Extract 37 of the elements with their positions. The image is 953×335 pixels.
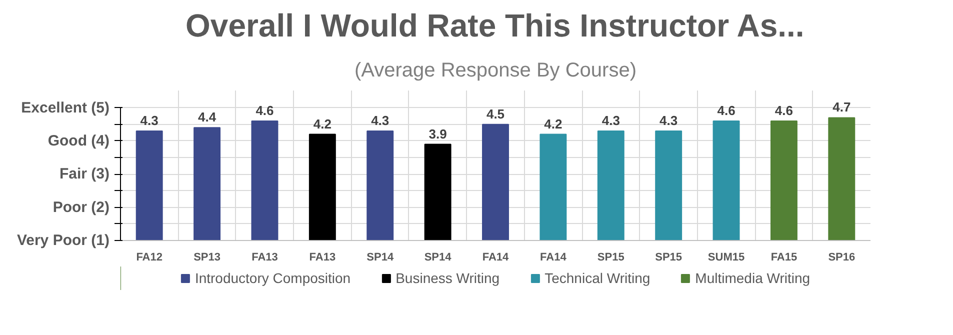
legend-label: Introductory Composition <box>194 270 351 286</box>
y-tick-label: Poor (2) <box>52 198 110 216</box>
data-label: 4.6 <box>717 103 736 118</box>
y-tick-label: Excellent (5) <box>21 99 110 116</box>
legend-label: Multimedia Writing <box>695 270 810 286</box>
legend-label: Technical Writing <box>544 270 650 286</box>
x-tick-label: SP15 <box>655 252 682 264</box>
data-label: 4.3 <box>602 112 620 128</box>
y-tick-label: Good (4) <box>48 132 110 150</box>
x-tick-label: SP16 <box>828 252 856 264</box>
data-label: 4.5 <box>486 106 505 122</box>
y-tick-label: Fair (3) <box>59 166 110 183</box>
x-tick-label: FA14 <box>540 252 568 264</box>
x-tick-label: FA12 <box>136 252 162 264</box>
data-label: 4.2 <box>544 116 562 132</box>
data-label: 3.9 <box>428 126 447 142</box>
x-tick-label: FA14 <box>482 252 510 264</box>
x-tick-label: SP15 <box>597 252 624 264</box>
data-label: 4.4 <box>198 110 217 125</box>
chart-subtitle: (Average Response By Course) <box>354 60 637 82</box>
x-tick-label: FA13 <box>252 252 278 264</box>
x-tick-label: SUM15 <box>708 252 745 264</box>
x-tick-label: FA13 <box>309 252 336 264</box>
data-label: 4.3 <box>371 112 390 128</box>
x-tick-label: SP13 <box>194 252 221 264</box>
x-tick-label: FA15 <box>770 252 798 264</box>
data-label: 4.7 <box>832 100 851 115</box>
x-tick-label: SP14 <box>366 252 394 264</box>
data-label: 4.6 <box>774 103 794 118</box>
legend-label: Business Writing <box>396 270 500 286</box>
data-label: 4.6 <box>256 103 274 118</box>
data-label: 4.3 <box>660 112 678 128</box>
data-label: 4.2 <box>313 116 332 132</box>
data-label: 4.3 <box>140 112 158 128</box>
x-tick-label: SP14 <box>424 252 452 264</box>
chart-title: Overall I Would Rate This Instructor As... <box>186 8 804 44</box>
y-tick-label: Very Poor (1) <box>16 232 110 249</box>
